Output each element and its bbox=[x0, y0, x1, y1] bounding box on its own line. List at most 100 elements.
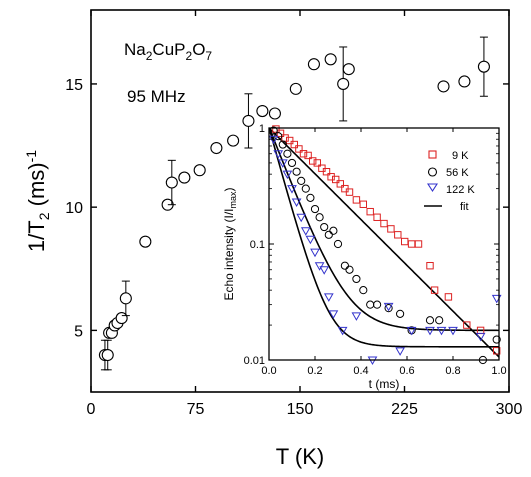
y-axis-title-suffix: (ms) bbox=[24, 162, 49, 212]
point-122k bbox=[383, 302, 394, 312]
point-56k bbox=[359, 286, 368, 295]
point-9k bbox=[286, 136, 294, 145]
point-56k bbox=[320, 222, 329, 232]
point-9k bbox=[322, 168, 331, 176]
point-9k bbox=[430, 286, 439, 294]
point-56k bbox=[373, 300, 382, 309]
point-122k bbox=[291, 198, 302, 208]
inset-x-tick-label: 0.0 bbox=[261, 365, 276, 377]
point-122k bbox=[310, 248, 320, 258]
data-point bbox=[242, 114, 255, 127]
inset-y-tick-label: 1 bbox=[259, 123, 265, 135]
data-point bbox=[119, 292, 132, 305]
point-56k bbox=[352, 274, 361, 284]
point-9k bbox=[276, 129, 285, 138]
x-tick-label: 0 bbox=[87, 401, 96, 418]
point-122k bbox=[475, 332, 486, 342]
point-56k bbox=[278, 140, 287, 149]
y-axis-title-sup: -1 bbox=[23, 150, 39, 163]
inset-series bbox=[268, 125, 502, 366]
point-9k bbox=[366, 207, 374, 216]
inset-ticks: 0.0 0.2 0.4 0.6 0.8 1.0 0.01 0.1 1 bbox=[244, 123, 507, 377]
point-9k bbox=[336, 180, 345, 188]
legend-label-56k: 56 K bbox=[446, 167, 469, 179]
point-56k bbox=[310, 204, 320, 214]
point-9k bbox=[394, 231, 402, 239]
point-9k bbox=[444, 293, 453, 301]
point-9k bbox=[387, 225, 395, 233]
legend-label-122k: 122 K bbox=[446, 184, 475, 196]
inset-x-tick-label: 0.8 bbox=[445, 365, 460, 377]
point-9k bbox=[290, 140, 299, 149]
point-56k bbox=[301, 184, 310, 193]
data-point bbox=[256, 104, 269, 118]
data-point bbox=[227, 134, 240, 147]
point-56k bbox=[283, 149, 292, 158]
point-56k bbox=[287, 158, 297, 168]
point-122k bbox=[395, 347, 405, 356]
inset-x-axis-title: t (ms) bbox=[369, 377, 400, 391]
point-56k bbox=[324, 230, 333, 239]
point-56k bbox=[329, 226, 338, 235]
inset-x-tick-label: 1.0 bbox=[491, 365, 506, 377]
inset-x-tick-label: 0.6 bbox=[399, 365, 414, 377]
data-point bbox=[342, 63, 355, 76]
point-9k bbox=[463, 321, 471, 329]
point-9k bbox=[295, 145, 303, 153]
point-122k bbox=[351, 312, 362, 321]
point-122k bbox=[296, 213, 307, 223]
inset-x-tick-label: 0.2 bbox=[307, 365, 322, 377]
point-9k bbox=[373, 213, 381, 221]
data-point bbox=[324, 53, 337, 66]
point-9k bbox=[299, 150, 308, 158]
x-tick-label: 150 bbox=[287, 401, 314, 418]
point-9k bbox=[407, 240, 416, 248]
data-point bbox=[210, 141, 223, 155]
point-9k bbox=[332, 175, 340, 184]
point-122k bbox=[436, 326, 447, 336]
legend-marker-56k bbox=[427, 167, 438, 177]
inset-fit-curves bbox=[268, 127, 500, 358]
legend-label-9k: 9 K bbox=[452, 150, 469, 162]
point-122k bbox=[323, 293, 334, 302]
data-point bbox=[139, 235, 152, 248]
point-56k bbox=[292, 167, 301, 176]
point-122k bbox=[314, 262, 325, 271]
point-122k bbox=[282, 170, 293, 180]
point-9k bbox=[401, 237, 409, 246]
point-9k bbox=[380, 219, 388, 228]
data-point bbox=[458, 75, 471, 88]
point-56k bbox=[340, 261, 349, 270]
main-series bbox=[98, 36, 490, 371]
point-56k bbox=[345, 265, 354, 274]
inset-y-tick-label: 0.1 bbox=[250, 239, 265, 251]
legend-marker-122k bbox=[426, 183, 439, 193]
point-122k bbox=[319, 266, 330, 275]
point-122k bbox=[287, 185, 297, 194]
inset-y-axis-title: Echo intensity (I/Imax) bbox=[222, 187, 238, 300]
point-122k bbox=[328, 310, 339, 319]
point-56k bbox=[297, 176, 306, 185]
point-122k bbox=[277, 159, 288, 168]
point-9k bbox=[345, 188, 354, 196]
point-9k bbox=[359, 200, 368, 208]
point-122k bbox=[448, 326, 458, 336]
point-122k bbox=[300, 227, 311, 236]
inset-y-tick-label: 0.01 bbox=[244, 355, 265, 367]
point-56k bbox=[396, 309, 405, 318]
main-ticks: 0 75 150 225 300 5 10 15 bbox=[65, 10, 522, 418]
x-tick-label: 75 bbox=[187, 401, 205, 418]
x-axis-title: T (K) bbox=[276, 444, 324, 469]
data-point bbox=[337, 77, 350, 90]
point-56k bbox=[425, 316, 435, 325]
point-56k bbox=[306, 193, 315, 202]
frequency-label: 95 MHz bbox=[127, 87, 186, 106]
y-axis-title-main: 1/T bbox=[24, 220, 49, 252]
data-point bbox=[437, 80, 450, 93]
y-axis-title-sub: 2 bbox=[36, 212, 52, 220]
point-9k bbox=[493, 347, 501, 355]
point-9k bbox=[426, 262, 434, 270]
point-9k bbox=[414, 240, 423, 248]
point-9k bbox=[313, 159, 322, 167]
